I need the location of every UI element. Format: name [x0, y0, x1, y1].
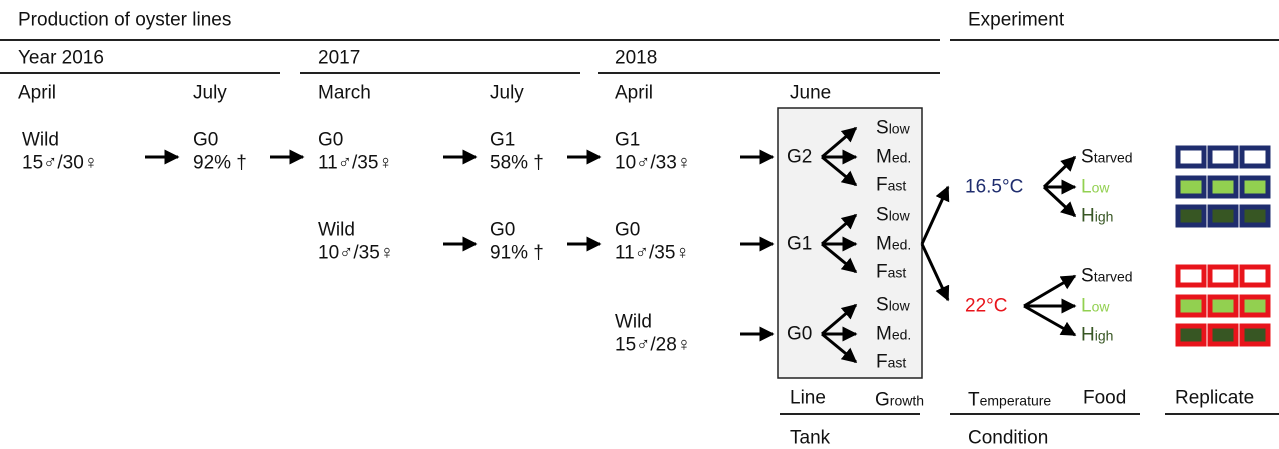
tank-line: G1: [787, 233, 813, 255]
section-title: Experiment: [968, 9, 1065, 31]
replicate-box: [1175, 294, 1207, 318]
growth: Slow: [876, 294, 910, 316]
replicate-box: [1175, 264, 1207, 288]
food: High: [1081, 324, 1114, 346]
arrow: [920, 243, 950, 302]
replicate-box: [1239, 145, 1271, 169]
replicate-box: [1175, 145, 1207, 169]
arrow: [821, 332, 858, 364]
node-detail: 15♂/30♀: [22, 152, 99, 174]
arrow: [920, 185, 950, 245]
food: Starved: [1081, 265, 1133, 287]
node-detail: 11♂/35♀: [318, 152, 393, 174]
node-line: G0: [615, 219, 641, 241]
node-line: G0: [490, 219, 516, 241]
label: Food: [1083, 387, 1127, 409]
replicate-box: [1175, 323, 1207, 347]
label: Tank: [790, 427, 831, 449]
month: April: [615, 82, 654, 104]
node-line: G0: [318, 129, 344, 151]
node-line: G1: [615, 129, 641, 151]
replicates: [1175, 145, 1271, 347]
replicate-box: [1239, 294, 1271, 318]
year: 2018: [615, 47, 658, 69]
replicate-box: [1239, 204, 1271, 228]
node-line: Wild: [615, 311, 652, 333]
replicate-box: [1207, 294, 1239, 318]
label: Growth: [875, 389, 925, 411]
arrow: [1023, 304, 1077, 337]
arrow: [821, 303, 858, 336]
label: Line: [790, 387, 826, 409]
temperature: 16.5°C: [965, 176, 1024, 198]
rules: [0, 39, 1279, 415]
year: Year 2016: [18, 47, 104, 69]
replicate-box: [1175, 175, 1207, 199]
food: High: [1081, 205, 1114, 227]
food: Starved: [1081, 146, 1133, 168]
month: April: [18, 82, 57, 104]
node-detail: 10♂/35♀: [318, 242, 395, 264]
month: July: [193, 82, 227, 104]
growth: Fast: [876, 261, 907, 283]
arrow: [821, 126, 858, 159]
growth: Med.: [876, 233, 912, 255]
label: Temperature: [968, 389, 1052, 411]
month: March: [318, 82, 371, 104]
growth: Med.: [876, 323, 912, 345]
arrow: [821, 213, 858, 246]
node-detail: 91% †: [490, 242, 544, 264]
month: July: [490, 82, 524, 104]
node-detail: 92% †: [193, 152, 247, 174]
replicate-box: [1207, 145, 1239, 169]
node-line: G1: [490, 129, 516, 151]
node-line: G0: [193, 129, 219, 151]
replicate-box: [1175, 204, 1207, 228]
replicate-box: [1207, 323, 1239, 347]
node-line: Wild: [318, 219, 355, 241]
node-detail: 11♂/35♀: [615, 242, 690, 264]
replicate-box: [1207, 175, 1239, 199]
node-detail: 15♂/28♀: [615, 334, 692, 356]
arrow: [821, 242, 858, 274]
tank-line: G0: [787, 323, 813, 345]
arrow: [1042, 155, 1077, 189]
food: Low: [1081, 176, 1110, 198]
replicate-box: [1239, 264, 1271, 288]
arrow: [1023, 274, 1077, 308]
growth: Fast: [876, 351, 907, 373]
food: Low: [1081, 295, 1110, 317]
section-title: Production of oyster lines: [18, 9, 232, 31]
replicate-box: [1239, 323, 1271, 347]
arrow: [1042, 185, 1077, 218]
replicate-box: [1239, 175, 1271, 199]
replicate-box: [1207, 204, 1239, 228]
growth: Slow: [876, 204, 910, 226]
arrows: [145, 126, 1077, 364]
node-detail: 10♂/33♀: [615, 152, 692, 174]
month: June: [790, 82, 832, 104]
replicate-box: [1207, 264, 1239, 288]
growth: Med.: [876, 146, 912, 168]
growth: Slow: [876, 117, 910, 139]
year: 2017: [318, 47, 361, 69]
node-line: Wild: [22, 129, 59, 151]
node-detail: 58% †: [490, 152, 544, 174]
growth: Fast: [876, 174, 907, 196]
label: Condition: [968, 427, 1049, 449]
arrow: [821, 155, 858, 187]
tank-line: G2: [787, 146, 813, 168]
temperature: 22°C: [965, 295, 1008, 317]
label: Replicate: [1175, 387, 1255, 409]
